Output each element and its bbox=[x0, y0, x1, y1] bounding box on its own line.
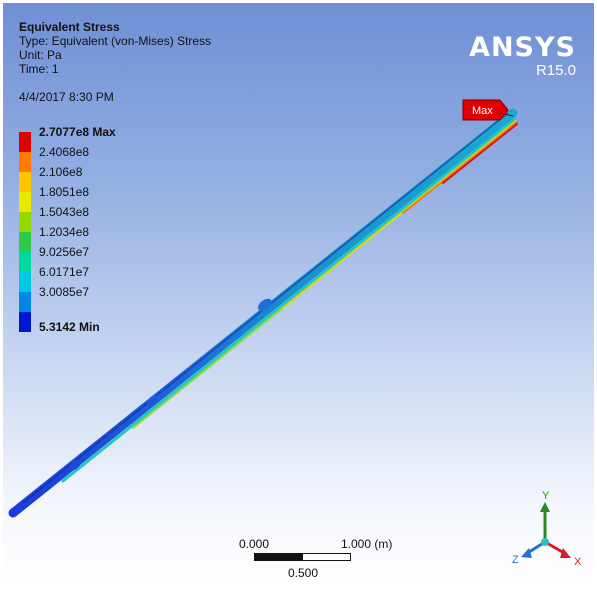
legend-color-swatch bbox=[19, 252, 31, 272]
legend-row: 1.8051e8 bbox=[19, 185, 159, 212]
result-type: Type: Equivalent (von-Mises) Stress bbox=[19, 34, 212, 48]
graphics-viewport[interactable]: Max Equivalent Stress Type: Equivalent (… bbox=[3, 3, 594, 588]
z-axis-label: Z bbox=[512, 554, 519, 566]
legend-row: 3.0085e7 bbox=[19, 285, 159, 312]
result-time: Time: 1 bbox=[19, 62, 59, 76]
legend-value-label: 1.8051e8 bbox=[39, 185, 90, 199]
scale-black-segment bbox=[254, 553, 303, 561]
scale-middle-label: 0.500 bbox=[288, 566, 319, 580]
legend-color-swatch bbox=[19, 172, 31, 192]
y-axis-arrow-head bbox=[540, 502, 550, 512]
legend-row: 5.3142 Min bbox=[19, 312, 159, 334]
scale-left-label: 0.000 bbox=[239, 537, 270, 551]
legend-row: 6.0171e7 bbox=[19, 265, 159, 292]
legend-value-label: 1.2034e8 bbox=[39, 225, 90, 239]
legend-color-swatch bbox=[19, 212, 31, 232]
triad-origin bbox=[541, 538, 549, 546]
max-probe-label: Max bbox=[472, 105, 493, 117]
result-date: 4/4/2017 8:30 PM bbox=[19, 90, 114, 104]
x-axis-label: X bbox=[574, 556, 582, 568]
legend-row: 2.7077e8 Max bbox=[19, 125, 159, 152]
scale-right-label: 1.000 (m) bbox=[341, 537, 393, 551]
legend-value-label: 3.0085e7 bbox=[39, 285, 90, 299]
legend-row: 9.0256e7 bbox=[19, 245, 159, 272]
beam-stress-orange-band bbox=[402, 121, 518, 214]
result-unit: Unit: Pa bbox=[19, 48, 62, 62]
legend-value-label: 2.7077e8 Max bbox=[39, 125, 116, 139]
beam-joint bbox=[258, 298, 272, 312]
beam-stress-yellow-band bbox=[282, 120, 517, 309]
legend-value-label: 2.4068e8 bbox=[39, 145, 90, 159]
scale-white-segment bbox=[302, 553, 351, 561]
legend-value-label: 2.106e8 bbox=[39, 165, 83, 179]
beam-joint bbox=[147, 395, 159, 407]
beam-joint bbox=[69, 459, 81, 471]
beam-model[interactable]: Max bbox=[3, 3, 594, 588]
legend-color-swatch bbox=[19, 292, 31, 312]
brand-version: R15.0 bbox=[535, 62, 576, 79]
legend-color-swatch bbox=[19, 192, 31, 212]
legend-color-swatch bbox=[19, 272, 31, 292]
brand-logo: ANSYS R15.0 bbox=[469, 33, 576, 79]
result-title: Equivalent Stress bbox=[19, 20, 120, 34]
legend-color-swatch bbox=[19, 312, 31, 332]
legend-color-swatch bbox=[19, 152, 31, 172]
max-probe-flag[interactable]: Max bbox=[462, 99, 514, 121]
axis-triad[interactable]: Y X Z bbox=[508, 488, 588, 568]
legend-value-label: 9.0256e7 bbox=[39, 245, 90, 259]
legend-row: 2.106e8 bbox=[19, 165, 159, 192]
legend-color-swatch bbox=[19, 132, 31, 152]
beam-stress-cyan-band bbox=[61, 117, 517, 483]
legend-row: 2.4068e8 bbox=[19, 145, 159, 172]
x-axis-arrow-head bbox=[560, 548, 571, 558]
legend-value-label: 1.5043e8 bbox=[39, 205, 90, 219]
legend-value-label: 5.3142 Min bbox=[39, 320, 100, 334]
beam-body bbox=[8, 108, 518, 518]
beam-stress-red-band bbox=[442, 123, 518, 184]
brand-name: ANSYS bbox=[469, 32, 576, 63]
legend-value-label: 6.0171e7 bbox=[39, 265, 90, 279]
z-axis-arrow-head bbox=[521, 548, 532, 558]
legend-row: 1.5043e8 bbox=[19, 205, 159, 232]
legend-color-swatch bbox=[19, 232, 31, 252]
legend-row: 1.2034e8 bbox=[19, 225, 159, 252]
y-axis-label: Y bbox=[542, 490, 550, 502]
